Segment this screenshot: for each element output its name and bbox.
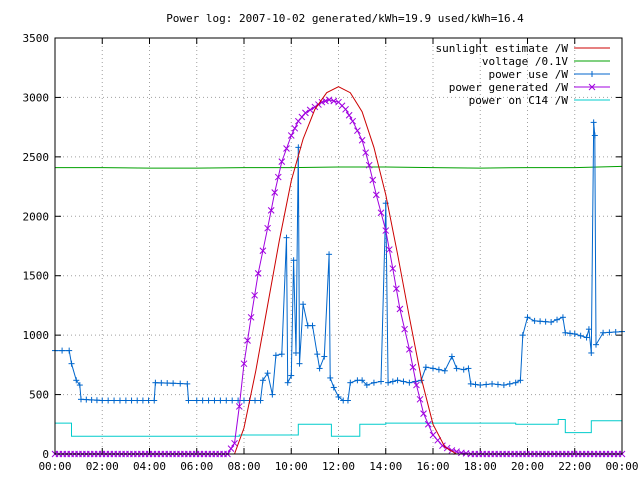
data-point xyxy=(311,103,319,111)
data-point xyxy=(362,149,370,157)
y-tick-label: 500 xyxy=(29,389,49,402)
data-point xyxy=(338,102,346,110)
data-point xyxy=(254,269,262,277)
plot-border xyxy=(54,37,623,455)
data-point xyxy=(420,410,427,417)
data-point xyxy=(365,161,373,169)
legend-label: sunlight estimate /W xyxy=(436,42,569,55)
x-tick-label: 18:00 xyxy=(464,460,497,473)
series-line xyxy=(55,86,622,455)
data-point xyxy=(406,346,413,353)
data-point xyxy=(377,209,385,217)
data-point xyxy=(291,124,299,132)
data-point xyxy=(259,247,267,255)
data-point xyxy=(231,439,238,447)
x-tick-label: 20:00 xyxy=(511,460,544,473)
data-point xyxy=(278,158,286,165)
y-tick-label: 2000 xyxy=(23,210,50,223)
y-tick-label: 3500 xyxy=(23,32,50,45)
data-point xyxy=(389,265,397,272)
data-point xyxy=(401,325,409,333)
data-point xyxy=(416,395,424,403)
data-point xyxy=(385,246,393,253)
y-tick-label: 1500 xyxy=(23,270,50,283)
legend-label: voltage /0.1V xyxy=(482,55,568,68)
data-point xyxy=(372,191,380,199)
data-point xyxy=(349,117,357,125)
data-point xyxy=(306,106,314,114)
data-point xyxy=(235,403,243,410)
data-point xyxy=(588,83,596,91)
data-point xyxy=(302,109,309,117)
x-tick-label: 08:00 xyxy=(227,460,260,473)
data-point xyxy=(322,97,329,105)
data-point xyxy=(251,291,258,299)
data-point xyxy=(424,420,432,428)
data-point xyxy=(283,145,290,152)
x-tick-label: 12:00 xyxy=(322,460,355,473)
chart-title: Power log: 2007-10-02 generated/kWh=19.9… xyxy=(166,12,524,25)
legend-label: power on C14 /W xyxy=(469,94,569,107)
data-point xyxy=(287,132,295,139)
series-sunlight-estimate-w xyxy=(55,86,622,455)
data-point xyxy=(342,105,349,113)
y-tick-label: 2500 xyxy=(23,151,50,164)
x-tick-label: 06:00 xyxy=(180,460,213,473)
data-point xyxy=(267,206,275,214)
data-point xyxy=(345,111,353,119)
data-point xyxy=(274,173,282,181)
series-power-use-w xyxy=(52,119,625,404)
series-line xyxy=(55,419,622,437)
x-tick-label: 22:00 xyxy=(558,460,591,473)
data-point xyxy=(396,305,404,313)
data-point xyxy=(382,227,390,234)
data-point xyxy=(429,431,437,439)
series-group xyxy=(51,86,626,458)
data-point xyxy=(335,98,342,106)
y-tick-label: 3000 xyxy=(23,91,50,104)
x-tick-label: 04:00 xyxy=(133,460,166,473)
data-point xyxy=(393,285,400,293)
data-point xyxy=(409,363,417,371)
data-point xyxy=(434,436,442,444)
x-axis-ticks: 00:00 02:00 04:00 06:00 08:00 10:00 12:00 14:00… xyxy=(38,38,639,473)
x-tick-label: 02:00 xyxy=(86,460,119,473)
series-line xyxy=(55,165,623,169)
data-point xyxy=(240,360,248,368)
data-point xyxy=(413,381,420,389)
x-tick-label: 00:00 xyxy=(38,460,71,473)
legend-label: power use /W xyxy=(489,68,569,81)
y-axis-ticks: 0 500 1000 1500 2000 2500 3000 3500 xyxy=(23,32,622,461)
data-point xyxy=(318,98,326,106)
data-point xyxy=(264,224,271,232)
data-point xyxy=(354,127,361,135)
y-tick-label: 0 xyxy=(42,448,49,461)
legend-label: power generated /W xyxy=(449,81,569,94)
x-tick-label: 14:00 xyxy=(369,460,402,473)
series-voltage-0-1v xyxy=(55,165,623,169)
data-point xyxy=(369,176,377,184)
grid xyxy=(55,38,622,454)
data-point xyxy=(247,313,255,321)
x-tick-label: 00:00 xyxy=(605,460,638,473)
y-tick-label: 1000 xyxy=(23,329,50,342)
data-point xyxy=(227,445,235,453)
data-point xyxy=(358,136,366,144)
x-tick-label: 10:00 xyxy=(275,460,308,473)
data-point xyxy=(439,442,446,450)
x-tick-label: 16:00 xyxy=(416,460,449,473)
series-power-on-c14-w xyxy=(55,419,622,437)
data-point xyxy=(271,189,279,196)
data-point xyxy=(244,337,251,344)
